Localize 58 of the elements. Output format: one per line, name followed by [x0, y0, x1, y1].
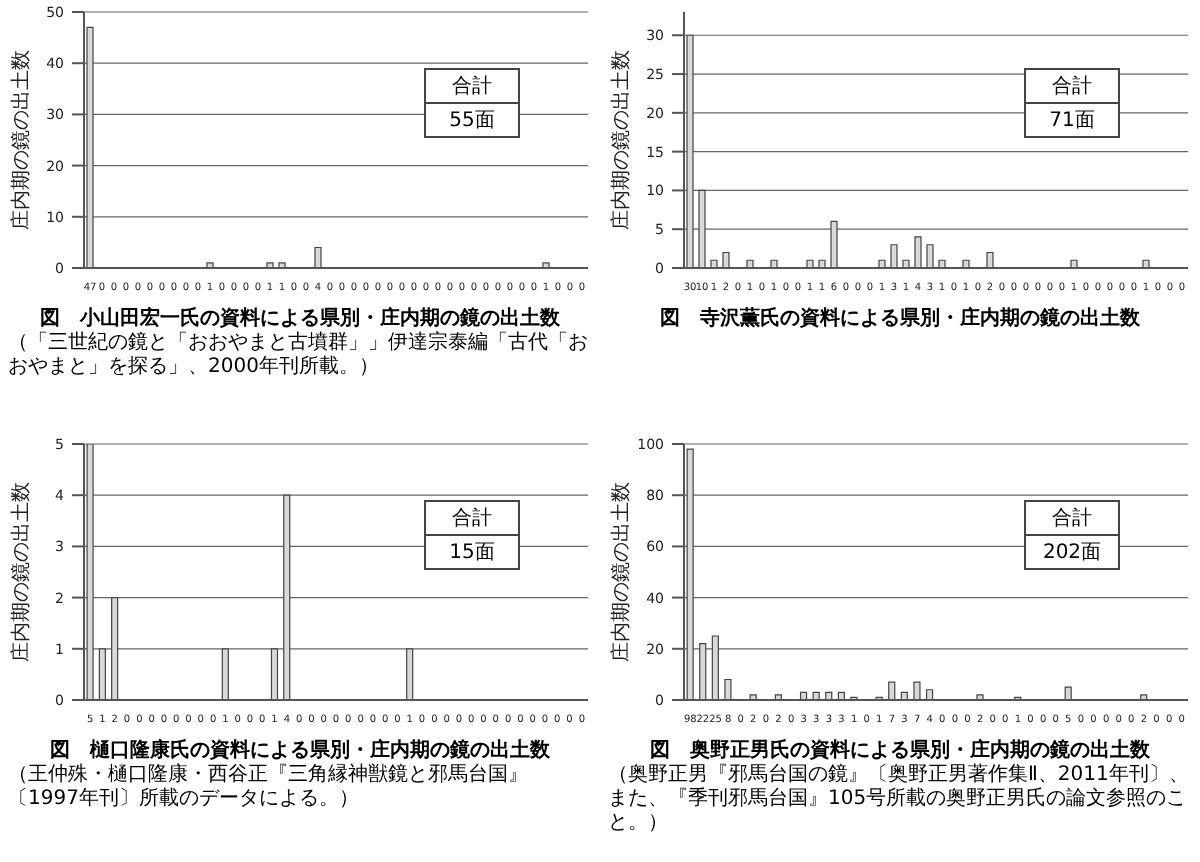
bar	[806, 259, 814, 268]
bar	[283, 494, 291, 700]
annotation: 55面	[426, 102, 518, 136]
bar	[878, 259, 886, 268]
bar	[698, 189, 706, 268]
annotation: 71面	[1026, 102, 1118, 136]
bar	[86, 26, 94, 268]
bar	[890, 244, 898, 268]
bar	[711, 635, 719, 700]
text: （奥野正男『邪馬台国の鏡』〔奥野正男著作集Ⅱ、2011年刊〕、また、『季刊邪馬台国』105号所載の奥野正男氏の論文参照のこと。）	[606, 764, 1191, 836]
bar	[111, 597, 119, 700]
bar	[266, 262, 274, 268]
annotation: 15面	[426, 534, 518, 568]
bar	[270, 648, 279, 700]
bar	[925, 689, 934, 700]
annotation: 202面	[1026, 534, 1118, 568]
y-axis-title: 庄内期の鏡の出土数	[609, 482, 634, 662]
bar	[406, 648, 414, 700]
y-axis-title: 庄内期の鏡の出土数	[9, 482, 34, 662]
bar	[976, 694, 984, 700]
text: 図 樋口隆康氏の資料による県別・庄内期の鏡の出土数	[48, 736, 552, 763]
bar	[278, 262, 286, 268]
text: （「三世紀の鏡と「おおやまと古墳群」」伊達宗泰編「古代「おおやまと」を探る」、2000年刊所載。）	[6, 332, 590, 380]
bar	[98, 648, 106, 700]
bar	[686, 34, 694, 268]
bar	[710, 259, 718, 268]
bar	[938, 259, 946, 268]
bar	[722, 251, 730, 268]
bar	[926, 244, 934, 268]
bar	[206, 262, 214, 268]
bar	[542, 262, 550, 268]
bar	[902, 259, 910, 268]
bar	[221, 648, 229, 700]
annotation: 合計	[450, 505, 494, 534]
bar	[699, 643, 707, 700]
bar	[830, 220, 838, 268]
bar	[724, 678, 732, 700]
y-axis-title: 庄内期の鏡の出土数	[9, 50, 34, 230]
bar	[314, 246, 322, 268]
bar	[986, 251, 994, 268]
text: 図 奥野正男氏の資料による県別・庄内期の鏡の出土数	[648, 736, 1152, 763]
y-axis-title: 庄内期の鏡の出土数	[609, 50, 634, 230]
bar	[914, 236, 922, 268]
annotation: 合計	[1050, 73, 1094, 102]
annotation: 合計	[1050, 505, 1094, 534]
bar	[1142, 259, 1150, 268]
text: 図 寺沢薫氏の資料による県別・庄内期の鏡の出土数	[658, 304, 1142, 332]
bar	[913, 681, 921, 700]
bar	[888, 681, 896, 700]
bar	[1070, 259, 1078, 268]
bar	[818, 259, 826, 268]
annotation: 合計	[450, 73, 494, 102]
bar	[686, 448, 694, 700]
bar	[770, 259, 778, 268]
text: （王仲殊・樋口隆康・西谷正『三角縁神獣鏡と邪馬台国』〔1997年刊〕所載のデータによる。）	[6, 764, 530, 812]
bar	[962, 259, 970, 268]
bar	[746, 259, 754, 268]
text: 図 小山田宏一氏の資料による県別・庄内期の鏡の出土数	[38, 304, 562, 331]
